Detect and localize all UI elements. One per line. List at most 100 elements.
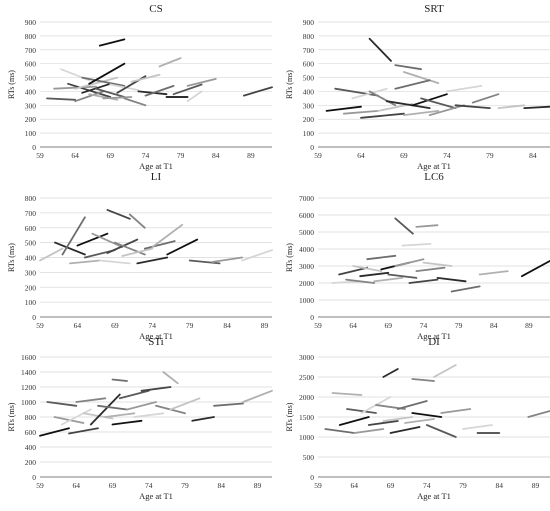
y-tick-label: 400 [25,254,37,263]
series-line [111,378,128,382]
y-tick-label: 0 [310,473,314,482]
series-line [130,73,161,83]
x-tick-label: 79 [186,321,194,330]
y-tick-label: 2500 [299,373,314,382]
x-tick-label: 69 [400,151,408,160]
x-axis-label: Age at T1 [417,491,451,501]
series-line [123,97,147,107]
series-line [382,416,414,422]
y-tick-label: 700 [25,46,37,55]
x-tick-label: 84 [218,481,226,490]
series-line [334,87,380,97]
x-tick-label: 84 [490,321,498,330]
x-tick-label: 89 [525,321,533,330]
series-line [74,90,105,103]
chart-title: SRT [424,3,444,15]
x-tick-label: 79 [181,481,189,490]
y-tick-label: 900 [303,18,315,27]
x-tick-label: 59 [314,151,322,160]
x-axis-label: Age at T1 [139,331,173,341]
series-line [338,416,370,426]
series-line [523,105,550,109]
y-tick-label: 0 [310,143,314,152]
y-tick-label: 4000 [299,245,314,254]
series-line [99,259,131,265]
series-line [213,402,244,407]
y-tick-label: 2000 [299,393,314,402]
x-tick-label: 84 [223,321,231,330]
series-line [136,256,169,265]
series-line [367,420,399,426]
series-line [331,392,363,396]
y-axis-label: RTs (ms) [285,70,294,99]
series-line [385,100,431,109]
x-axis-label: Age at T1 [139,491,173,501]
series-line [373,276,404,283]
y-tick-label: 600 [25,428,37,437]
y-tick-label: 100 [303,129,315,138]
series-line [527,410,550,418]
x-tick-label: 74 [142,151,150,160]
series-line [89,393,121,426]
series-line [76,232,109,247]
y-tick-label: 500 [303,453,315,462]
series-line [411,93,448,107]
chart-panel-lc6: LC6 0 1000 2000 3000 4000 5000 6000 7000 59 64 69 74… [285,171,550,341]
y-tick-label: 1000 [299,433,314,442]
series-line [60,408,92,426]
series-line [140,386,172,392]
y-tick-label: 100 [25,298,37,307]
y-tick-label: 700 [25,209,37,218]
series-line [242,389,273,403]
x-tick-label: 74 [443,151,451,160]
x-tick-label: 79 [459,481,467,490]
series-line [471,93,500,104]
x-tick-label: 69 [107,151,115,160]
series-line [445,85,483,93]
series-line [396,400,428,410]
series-line [74,76,119,90]
x-tick-label: 89 [532,481,540,490]
x-axis-label: Age at T1 [139,161,173,171]
x-tick-label: 74 [149,321,157,330]
series-line [440,408,472,414]
series-line [325,105,362,112]
series-line [121,247,154,257]
y-tick-label: 100 [25,129,37,138]
chart-panel-di: DI 0 500 1000 1500 2000 2500 3000 59 64 69 74 79 84 89… [285,336,550,501]
series-line [345,278,376,284]
y-tick-label: 800 [25,194,37,203]
series-line [415,224,439,228]
series-line [133,412,165,418]
series-line [478,270,509,276]
x-tick-label: 69 [111,321,119,330]
y-tick-label: 1000 [299,296,314,305]
chart-title: LI [151,171,162,183]
y-tick-label: 1500 [299,413,314,422]
series-line [389,426,421,434]
y-axis-label: RTs (ms) [7,70,16,99]
series-line [420,97,457,109]
y-tick-label: 400 [25,87,37,96]
chart-panel-srt: SRT 0 100 200 300 400 500 600 700 800 900 59 64 69 74 7… [285,3,550,171]
y-tick-label: 0 [32,143,36,152]
series-line [109,83,140,91]
series-line [394,217,414,235]
chart-title: CS [149,3,162,15]
y-tick-label: 5000 [299,228,314,237]
y-tick-label: 6000 [299,211,314,220]
y-tick-label: 600 [303,60,315,69]
chart-title: DI [428,336,440,348]
series-line [428,104,466,116]
series-line [106,208,131,220]
x-tick-label: 64 [357,151,365,160]
series-line [241,249,273,262]
series-line [425,424,457,438]
x-axis-label: Age at T1 [417,331,451,341]
series-line [422,261,453,267]
y-tick-label: 3000 [299,262,314,271]
series-line [97,404,128,411]
series-line [68,427,99,435]
x-tick-label: 64 [351,481,359,490]
